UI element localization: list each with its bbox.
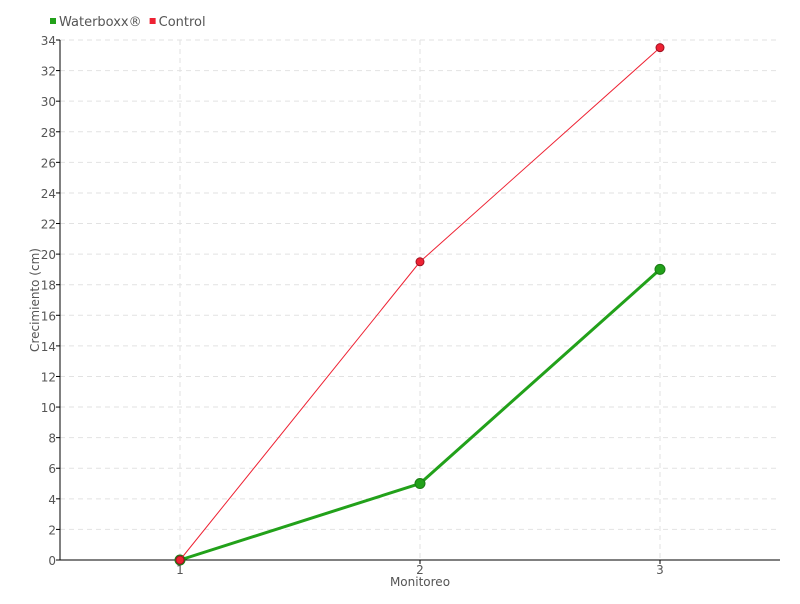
x-axis-label: Monitoreo (390, 575, 450, 589)
series-layer (174, 43, 666, 566)
y-tick-label: 14 (41, 340, 56, 354)
y-tick-label: 12 (41, 370, 56, 384)
y-tick-label: 34 (41, 34, 56, 48)
y-tick-label: 10 (41, 401, 56, 415)
data-point (655, 43, 665, 53)
y-tick-label: 2 (48, 523, 56, 537)
y-tick-label: 4 (48, 493, 56, 507)
data-point (414, 478, 426, 490)
y-tick-label: 20 (41, 248, 56, 262)
x-tick-label: 3 (656, 563, 664, 577)
y-tick-label: 24 (41, 187, 56, 201)
legend-swatch (149, 18, 156, 24)
data-point (415, 257, 425, 267)
y-axis-label: Crecimiento (cm) (28, 248, 42, 352)
legend-swatch (50, 18, 56, 24)
y-tick-label: 8 (48, 432, 56, 446)
data-point (654, 263, 666, 275)
data-point (175, 555, 185, 565)
y-tick-label: 32 (41, 65, 56, 79)
y-tick-label: 6 (48, 462, 56, 476)
y-tick-label: 0 (48, 554, 56, 568)
grid (60, 39, 780, 560)
x-tick-label: 1 (176, 563, 184, 577)
legend-label: Control (159, 15, 206, 30)
y-tick-label: 22 (41, 218, 56, 232)
y-tick-label: 26 (41, 156, 56, 170)
series-control (175, 43, 665, 565)
legend-label: Waterboxx® (59, 15, 142, 30)
y-tick-label: 30 (41, 95, 56, 109)
y-tick-label: 18 (41, 279, 56, 293)
legend: Waterboxx® Control (50, 15, 206, 30)
x-tick-label: 2 (416, 563, 424, 577)
y-tick-label: 16 (41, 309, 56, 323)
y-tick-label: 28 (41, 126, 56, 140)
